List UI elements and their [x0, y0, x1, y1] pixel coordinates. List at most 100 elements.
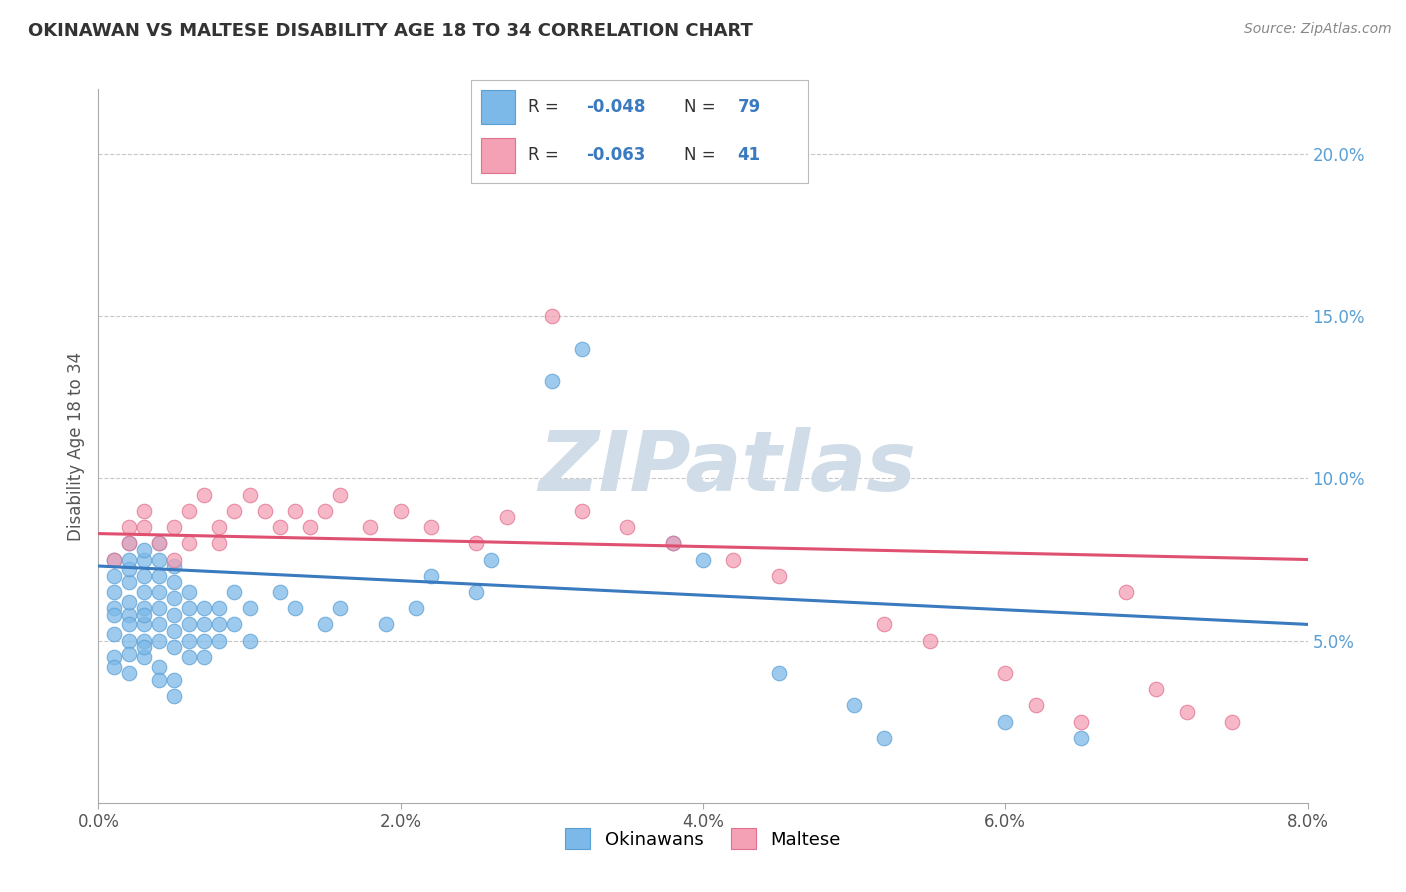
Point [163, 591, 186, 606]
Point [163, 607, 186, 622]
Point [163, 520, 186, 534]
Point [1070, 714, 1092, 729]
Point [132, 568, 155, 582]
Point [314, 617, 336, 632]
Point [103, 659, 125, 673]
Point [224, 504, 246, 518]
Point [540, 310, 562, 324]
Point [193, 601, 215, 615]
Point [163, 624, 186, 638]
Point [873, 617, 896, 632]
Point [118, 595, 141, 609]
Point [495, 510, 517, 524]
Point [148, 633, 170, 648]
Point [132, 504, 155, 518]
Point [132, 601, 155, 615]
Point [163, 689, 186, 703]
Point [208, 633, 231, 648]
Point [253, 504, 276, 518]
Point [118, 666, 141, 681]
Point [148, 673, 170, 687]
Point [420, 568, 443, 582]
Point [148, 617, 170, 632]
Point [360, 520, 382, 534]
Text: -0.063: -0.063 [586, 146, 645, 164]
Point [118, 617, 141, 632]
Point [118, 520, 141, 534]
Point [269, 585, 291, 599]
Point [768, 568, 790, 582]
Point [616, 520, 638, 534]
Point [661, 536, 683, 550]
Point [103, 627, 125, 641]
Point [661, 536, 683, 550]
Text: Source: ZipAtlas.com: Source: ZipAtlas.com [1244, 22, 1392, 37]
Point [239, 601, 262, 615]
Point [193, 488, 215, 502]
Point [329, 601, 352, 615]
Text: N =: N = [683, 146, 720, 164]
Point [1175, 705, 1198, 719]
Point [208, 601, 231, 615]
Text: 79: 79 [738, 98, 761, 116]
Point [208, 520, 231, 534]
Point [103, 607, 125, 622]
Point [844, 698, 866, 713]
Point [148, 568, 170, 582]
Point [465, 536, 488, 550]
Point [179, 504, 201, 518]
Point [208, 617, 231, 632]
Point [103, 585, 125, 599]
Point [148, 585, 170, 599]
Point [873, 731, 896, 745]
Point [571, 504, 593, 518]
Point [994, 666, 1017, 681]
Point [1070, 731, 1092, 745]
Point [314, 504, 336, 518]
Point [420, 520, 443, 534]
Point [132, 649, 155, 664]
Point [239, 633, 262, 648]
Point [918, 633, 941, 648]
Point [148, 601, 170, 615]
Point [118, 536, 141, 550]
Point [179, 536, 201, 550]
Point [994, 714, 1017, 729]
Point [193, 633, 215, 648]
Point [723, 552, 745, 566]
Point [179, 585, 201, 599]
Point [118, 633, 141, 648]
Point [224, 585, 246, 599]
Point [284, 504, 307, 518]
Text: R =: R = [529, 146, 564, 164]
Legend: Okinawans, Maltese: Okinawans, Maltese [557, 819, 849, 858]
Point [224, 617, 246, 632]
Text: N =: N = [683, 98, 720, 116]
Point [118, 562, 141, 576]
Point [389, 504, 412, 518]
Point [193, 649, 215, 664]
Point [103, 552, 125, 566]
Point [163, 552, 186, 566]
Point [118, 647, 141, 661]
Point [163, 575, 186, 590]
Point [179, 617, 201, 632]
Point [163, 640, 186, 654]
Point [540, 374, 562, 388]
Text: OKINAWAN VS MALTESE DISABILITY AGE 18 TO 34 CORRELATION CHART: OKINAWAN VS MALTESE DISABILITY AGE 18 TO… [28, 22, 754, 40]
Point [571, 342, 593, 356]
Point [1146, 682, 1168, 697]
Point [193, 617, 215, 632]
Point [118, 607, 141, 622]
Point [163, 673, 186, 687]
Point [103, 601, 125, 615]
Point [132, 552, 155, 566]
Text: -0.048: -0.048 [586, 98, 645, 116]
Point [1220, 714, 1243, 729]
Point [132, 640, 155, 654]
Point [132, 607, 155, 622]
Point [132, 585, 155, 599]
Point [208, 536, 231, 550]
Text: R =: R = [529, 98, 564, 116]
Point [692, 552, 714, 566]
